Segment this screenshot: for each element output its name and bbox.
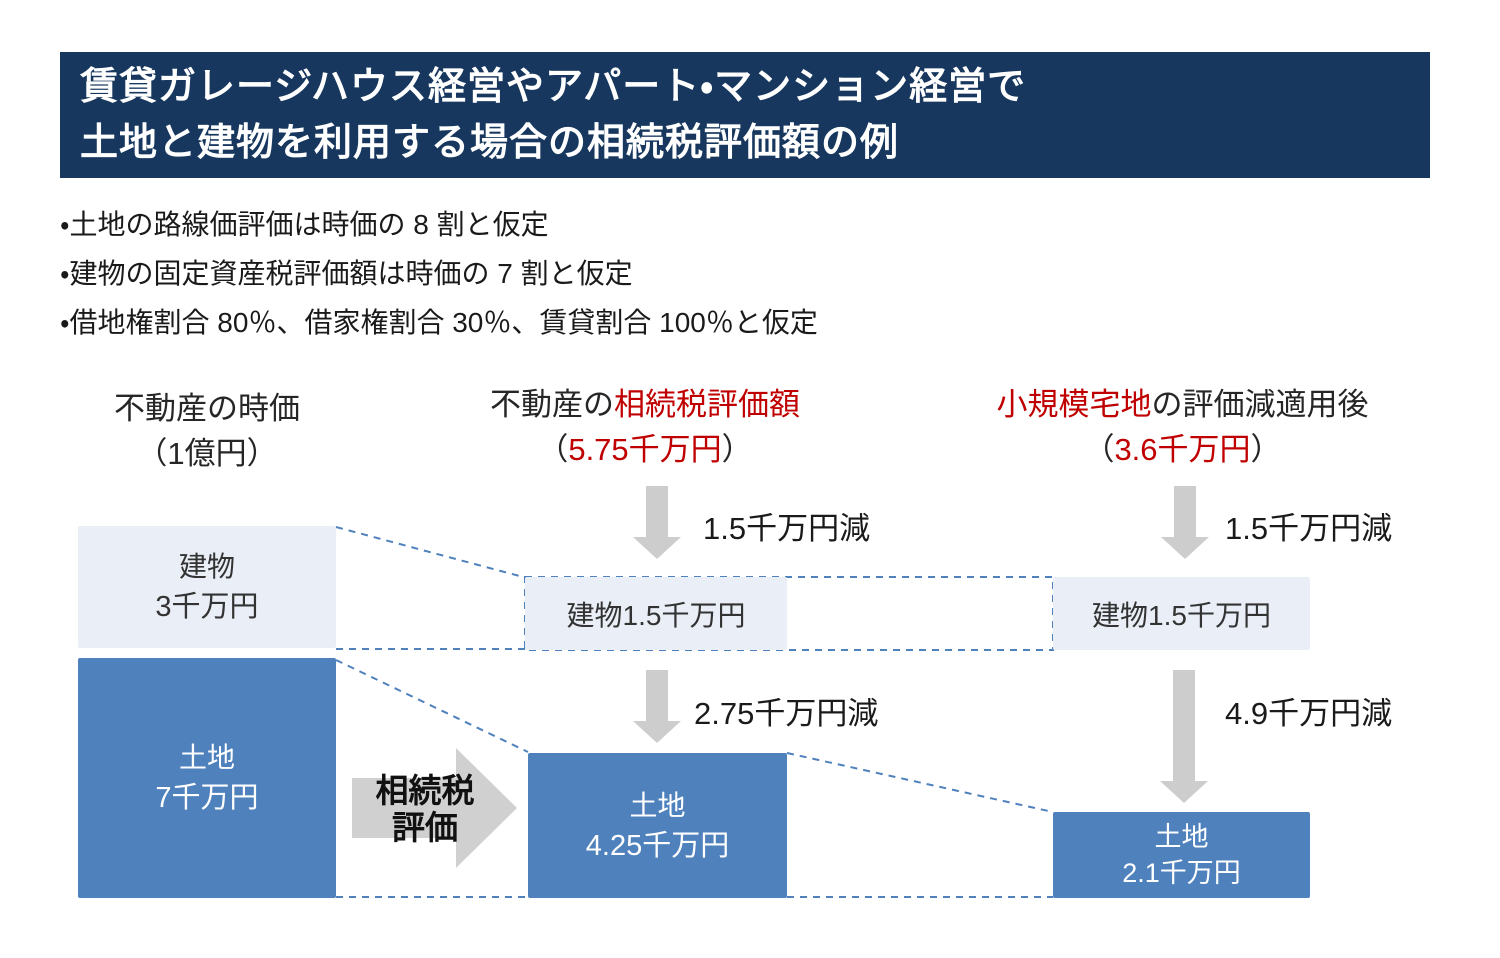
taxeval-paren-open: （ bbox=[537, 432, 569, 467]
down-arrow-shaft bbox=[646, 486, 668, 537]
down-arrow-shaft bbox=[1174, 486, 1196, 537]
reduction-label-smallplot-land: 4.9千万円減 bbox=[1225, 696, 1393, 731]
down-arrow-head bbox=[633, 537, 681, 559]
land-value: 2.1千万円 bbox=[1122, 858, 1241, 888]
column-header-taxeval: 不動産の相続税評価額 （5.75千万円） bbox=[430, 382, 860, 472]
assumption-item: ・土地の路線価評価は時価の 8 割と仮定 bbox=[60, 209, 549, 240]
taxeval-title-red: 相続税評価額 bbox=[614, 387, 800, 422]
column-header-smallplot: 小規模宅地の評価減適用後 （3.6千万円） bbox=[925, 382, 1440, 472]
land-label: 土地 bbox=[1154, 822, 1209, 852]
title-line-1: 賃貸ガレージハウス経営やアパート・マンション経営で bbox=[80, 66, 1027, 108]
land-box-market: 土地 7千万円 bbox=[78, 658, 336, 898]
tax-eval-arrow-label-line2: 評価 bbox=[392, 809, 458, 846]
column-header-market: 不動産の時価 （1億円） bbox=[62, 386, 352, 476]
assumption-item: ・借地権割合 80％、借家権割合 30％、賃貸割合 100％と仮定 bbox=[60, 307, 818, 338]
building-box-smallplot: 建物1.5千万円 bbox=[1053, 577, 1310, 650]
title-line-2: 土地と建物を利用する場合の相続税評価額の例 bbox=[80, 122, 900, 164]
smallplot-paren-close: ） bbox=[1250, 432, 1282, 467]
reduction-label-taxeval-land: 2.75千万円減 bbox=[694, 696, 879, 731]
title-banner: 賃貸ガレージハウス経営やアパート・マンション経営で 土地と建物を利用する場合の相… bbox=[60, 52, 1430, 178]
land-value: 7千万円 bbox=[155, 782, 259, 814]
smallplot-subtitle: （3.6千万円） bbox=[925, 427, 1440, 472]
reduction-label-smallplot-building: 1.5千万円減 bbox=[1225, 511, 1393, 546]
down-arrow-icon bbox=[1160, 670, 1208, 803]
land-label: 土地 bbox=[178, 742, 235, 773]
market-title: 不動産の時価 bbox=[114, 391, 300, 426]
tax-eval-arrow: 相続税 評価 bbox=[352, 748, 517, 868]
taxeval-paren-close: ） bbox=[721, 432, 753, 467]
down-arrow-head bbox=[1161, 537, 1209, 559]
building-label: 建物 bbox=[178, 551, 235, 582]
land-label: 土地 bbox=[629, 789, 686, 821]
taxeval-title-black: 不動産の bbox=[490, 387, 614, 422]
building-value: 3千万円 bbox=[155, 591, 259, 623]
down-arrow-shaft bbox=[1173, 670, 1195, 781]
building-box-taxeval: 建物1.5千万円 bbox=[525, 577, 787, 650]
down-arrow-head bbox=[633, 721, 681, 743]
right-arrow-head-icon bbox=[456, 748, 517, 868]
down-arrow-icon bbox=[633, 486, 681, 559]
right-arrow-icon bbox=[352, 778, 456, 838]
smallplot-title-red: 小規模宅地 bbox=[996, 387, 1152, 422]
taxeval-title: 不動産の相続税評価額 bbox=[430, 382, 860, 427]
assumption-item: ・建物の固定資産税評価額は時価の 7 割と仮定 bbox=[60, 258, 633, 289]
reduction-label-taxeval-building: 1.5千万円減 bbox=[703, 511, 871, 546]
down-arrow-shaft bbox=[646, 670, 668, 721]
land-box-taxeval: 土地 4.25千万円 bbox=[528, 753, 787, 898]
assumptions-list: ・土地の路線価評価は時価の 8 割と仮定 ・建物の固定資産税評価額は時価の 7 … bbox=[60, 200, 818, 347]
down-arrow-head bbox=[1160, 781, 1208, 803]
smallplot-title-black: の評価減適用後 bbox=[1151, 387, 1369, 422]
market-subtitle: （1億円） bbox=[136, 436, 278, 471]
smallplot-paren-open: （ bbox=[1083, 432, 1115, 467]
tax-eval-arrow-label: 相続税 評価 bbox=[360, 772, 490, 846]
down-arrow-icon bbox=[633, 670, 681, 743]
land-value: 4.25千万円 bbox=[585, 829, 730, 862]
taxeval-subtitle-red: 5.75千万円 bbox=[568, 432, 722, 467]
down-arrow-icon bbox=[1161, 486, 1209, 559]
smallplot-subtitle-red: 3.6千万円 bbox=[1114, 432, 1251, 467]
building-box-market: 建物 3千万円 bbox=[78, 526, 336, 648]
taxeval-subtitle: （5.75千万円） bbox=[430, 427, 860, 472]
smallplot-title: 小規模宅地の評価減適用後 bbox=[925, 382, 1440, 427]
tax-eval-arrow-label-line1: 相続税 bbox=[375, 772, 475, 809]
land-box-smallplot: 土地 2.1千万円 bbox=[1053, 812, 1310, 898]
